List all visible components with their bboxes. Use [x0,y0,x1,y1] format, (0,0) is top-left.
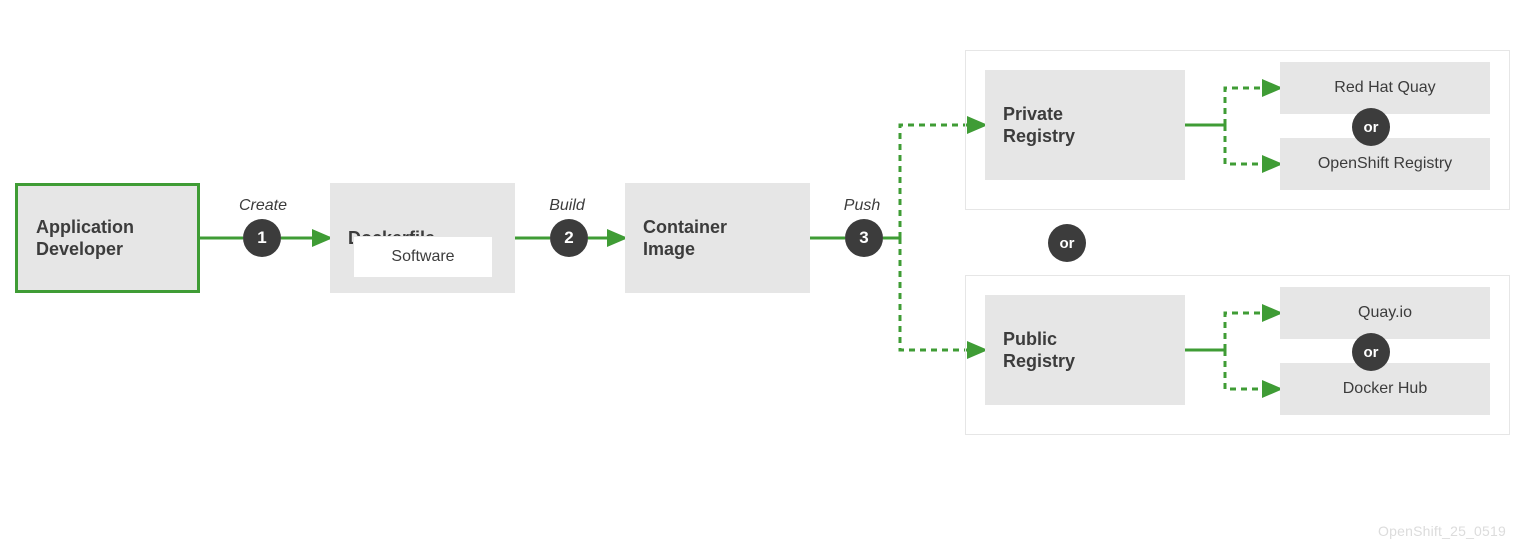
dockerfile-software-subnode: Software [353,236,493,278]
public_reg-label: PublicRegistry [1003,328,1167,373]
step-create-label: Create [218,197,308,215]
app_dev-node: ApplicationDeveloper [15,183,200,293]
redhat_quay-node: Red Hat Quay [1280,62,1490,114]
step-build-badge: 2 [550,219,588,257]
redhat_quay-label: Red Hat Quay [1334,78,1435,98]
step-create-badge: 1 [243,219,281,257]
quay_io-node: Quay.io [1280,287,1490,339]
container-node: ContainerImage [625,183,810,293]
os_registry-label: OpenShift Registry [1318,154,1452,174]
step-push-label: Push [817,197,907,215]
or-badge-middle: or [1048,224,1086,262]
quay_io-label: Quay.io [1358,303,1412,323]
container-label: ContainerImage [643,216,792,261]
watermark-text: OpenShift_25_0519 [1378,523,1506,539]
app_dev-label: ApplicationDeveloper [36,216,179,261]
public_reg-node: PublicRegistry [985,295,1185,405]
os_registry-node: OpenShift Registry [1280,138,1490,190]
or-badge-priv_right: or [1352,108,1390,146]
private_reg-label: PrivateRegistry [1003,103,1167,148]
step-build-label: Build [522,197,612,215]
docker_hub-label: Docker Hub [1343,379,1427,399]
step-push-badge: 3 [845,219,883,257]
or-badge-pub_right: or [1352,333,1390,371]
docker_hub-node: Docker Hub [1280,363,1490,415]
private_reg-node: PrivateRegistry [985,70,1185,180]
